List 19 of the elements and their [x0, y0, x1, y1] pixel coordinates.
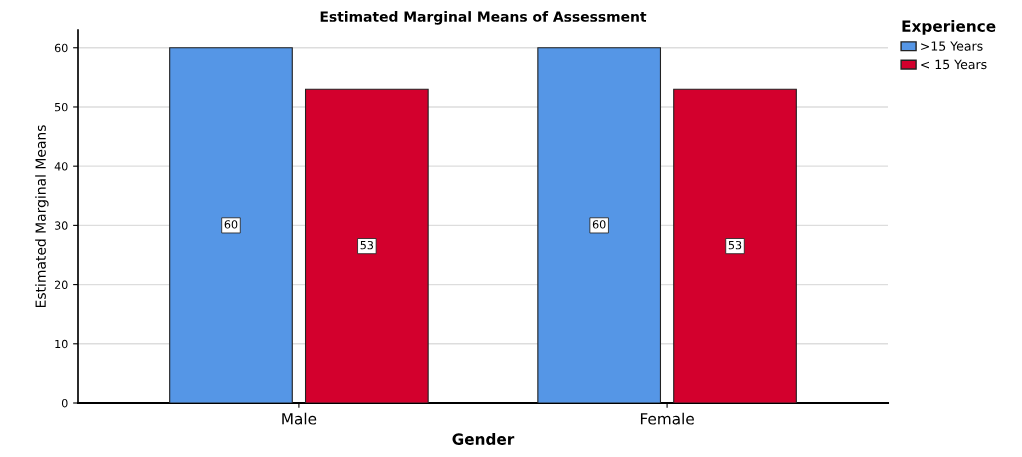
y-tick-label: 0 — [61, 398, 68, 408]
data-label: 60 — [592, 220, 606, 229]
y-tick-label: 50 — [55, 102, 68, 112]
legend-label: >15 Years — [921, 41, 983, 51]
chart-title: Estimated Marginal Means of Assessment — [320, 11, 647, 25]
legend-label: < 15 Years — [921, 59, 987, 70]
y-tick-label: 20 — [54, 280, 68, 289]
x-axis-title: Gender — [452, 433, 515, 445]
x-tick-label: Female — [640, 412, 694, 425]
data-label: 53 — [728, 240, 742, 250]
legend-title: Experience — [902, 20, 996, 35]
x-tick-label: Male — [282, 412, 317, 425]
y-tick-label: 60 — [54, 43, 68, 53]
y-tick-label: 30 — [54, 221, 68, 230]
y-axis-title: Estimated Marginal Means — [35, 125, 49, 308]
data-label: 60 — [224, 220, 238, 229]
data-label: 53 — [360, 240, 374, 250]
y-tick-label: 40 — [54, 162, 68, 171]
y-tick-label: 10 — [55, 339, 68, 349]
